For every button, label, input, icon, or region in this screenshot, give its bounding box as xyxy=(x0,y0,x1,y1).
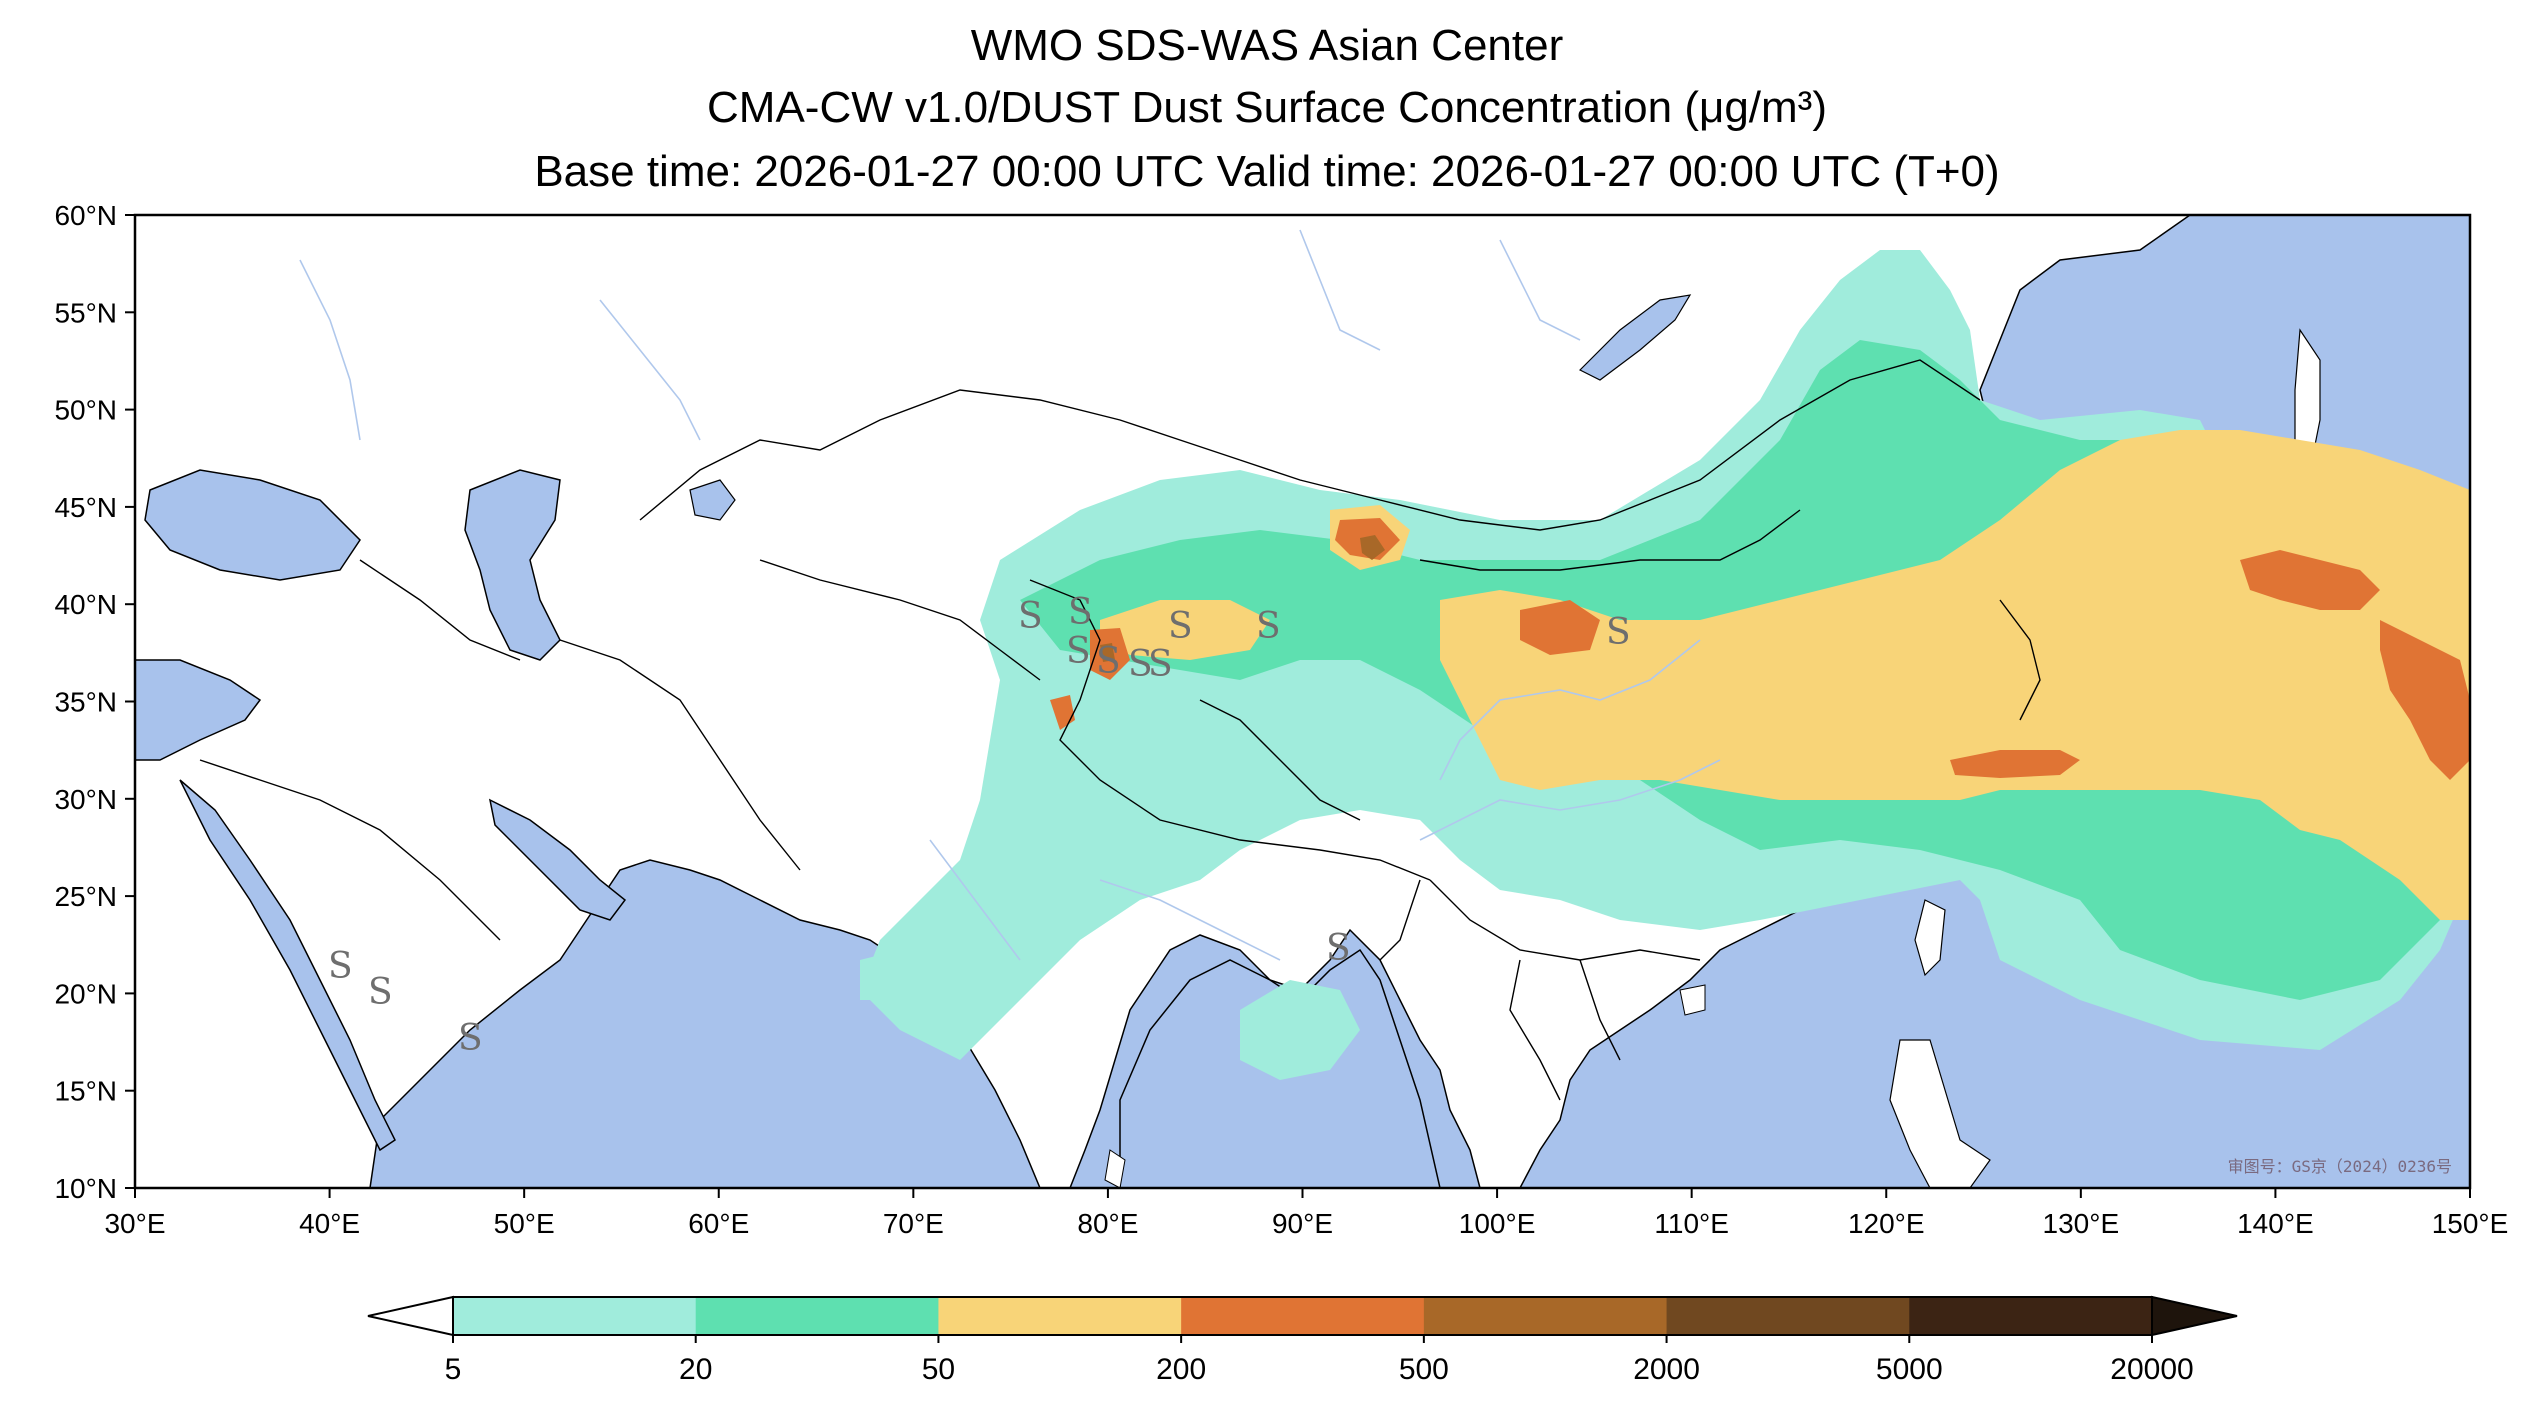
sandstorm-marker: S xyxy=(1326,928,1351,969)
lat-tick-label: 35°N xyxy=(54,687,117,718)
sri-lanka xyxy=(1104,1149,1126,1188)
persian-gulf xyxy=(488,798,627,921)
colorbar-level-label: 50 xyxy=(922,1353,955,1386)
lon-tick-label: 60°E xyxy=(688,1208,749,1239)
colorbar-segment xyxy=(453,1297,697,1335)
dust-level-200-500-ecs xyxy=(1950,750,2080,778)
sandstorm-marker: S xyxy=(368,972,393,1013)
colorbar-segment xyxy=(1181,1297,1425,1335)
dust-level-200-500-pacific xyxy=(2380,620,2470,780)
lon-tick-label: 90°E xyxy=(1272,1208,1333,1239)
colorbar-under-arrow xyxy=(367,1295,454,1337)
sandstorm-marker: S xyxy=(1096,641,1121,682)
colorbar-over-arrow xyxy=(2151,1295,2238,1337)
colorbar-level-label: 5000 xyxy=(1876,1353,1943,1386)
sandstorm-marker: S xyxy=(1068,592,1093,633)
lon-tick-label: 150°E xyxy=(2432,1208,2509,1239)
rivers xyxy=(299,229,1721,961)
longitude-axis: 30°E 40°E 50°E 60°E 70°E 80°E 90°E 100°E 110°E 12… xyxy=(104,1188,2508,1239)
map-subtitle: CMA-CW v1.0/DUST Dust Surface Concentrat… xyxy=(707,83,1827,132)
black-sea xyxy=(144,469,361,581)
country-borders xyxy=(199,359,2041,1101)
lat-tick-label: 50°N xyxy=(54,395,117,426)
lon-tick-label: 30°E xyxy=(104,1208,165,1239)
sandstorm-marker: S xyxy=(458,1018,483,1059)
colorbar-level-label: 20000 xyxy=(2110,1353,2193,1386)
lon-tick-label: 100°E xyxy=(1459,1208,1536,1239)
colorbar-level-label: 500 xyxy=(1399,1353,1449,1386)
colorbar-level-label: 5 xyxy=(445,1353,462,1386)
colorbar-segment xyxy=(938,1297,1182,1335)
lon-tick-label: 140°E xyxy=(2237,1208,2314,1239)
sandstorm-markers: S S S S S S S S S S S S S xyxy=(328,592,1631,1059)
map-panel: S S S S S S S S S S S S S 审图号：GS京（2024）0… xyxy=(135,215,2470,1188)
colorbar-level-label: 20 xyxy=(679,1353,712,1386)
dust-level-5-20-arabian xyxy=(860,950,920,1000)
aral-sea xyxy=(689,479,736,521)
sandstorm-marker: S xyxy=(328,946,353,987)
time-info: Base time: 2026-01-27 00:00 UTC Valid ti… xyxy=(534,147,2000,196)
lon-tick-label: 50°E xyxy=(494,1208,555,1239)
lat-tick-label: 10°N xyxy=(54,1173,117,1204)
dust-level-500-2000-gobi xyxy=(1360,535,1385,560)
sandstorm-marker: S xyxy=(1168,606,1193,647)
lat-tick-label: 15°N xyxy=(54,1076,117,1107)
lat-tick-label: 20°N xyxy=(54,978,117,1009)
dust-level-500-2000-tarim xyxy=(1100,643,1115,662)
dust-level-5-20-bay xyxy=(1240,980,1360,1080)
lon-tick-label: 40°E xyxy=(299,1208,360,1239)
sandstorm-marker: S xyxy=(1128,644,1153,685)
dust-level-200-500-loess xyxy=(1520,600,1600,655)
sandstorm-marker: S xyxy=(1066,631,1091,672)
colorbar-segment xyxy=(1909,1297,2153,1335)
colorbar-segment xyxy=(695,1297,939,1335)
lon-tick-label: 110°E xyxy=(1654,1208,1729,1239)
colorbar-level-label: 200 xyxy=(1156,1353,1206,1386)
lon-tick-label: 130°E xyxy=(2043,1208,2120,1239)
lat-tick-label: 30°N xyxy=(54,784,117,815)
colorbar-segment xyxy=(1423,1297,1668,1335)
lat-tick-label: 60°N xyxy=(54,200,117,231)
lat-tick-label: 45°N xyxy=(54,492,117,523)
dust-concentration-field xyxy=(860,250,2470,1080)
mediterranean xyxy=(135,659,262,761)
latitude-axis: 60°N 55°N 50°N 45°N 40°N 35°N 30°N 25°N 20°N 15°N… xyxy=(54,200,135,1204)
lon-tick-label: 70°E xyxy=(883,1208,944,1239)
map-review-number: 审图号：GS京（2024）0236号 xyxy=(2228,1157,2452,1176)
lat-tick-label: 40°N xyxy=(54,589,117,620)
hainan xyxy=(1679,984,1706,1016)
red-sea xyxy=(179,779,396,1152)
dust-level-200-500-japan xyxy=(2240,550,2380,610)
taiwan xyxy=(1914,899,1946,977)
lat-tick-label: 25°N xyxy=(54,881,117,912)
sandstorm-marker: S xyxy=(1148,644,1173,685)
dust-level-50-200-tarim xyxy=(1100,600,1270,660)
colorbar-frame xyxy=(452,1296,2153,1336)
sandstorm-marker: S xyxy=(1256,606,1281,647)
lon-tick-label: 120°E xyxy=(1848,1208,1925,1239)
colorbar-segment xyxy=(1666,1297,1910,1335)
sandstorm-marker: S xyxy=(1018,596,1043,637)
dust-level-50-200 xyxy=(1440,430,2470,920)
philippines xyxy=(1889,1039,1991,1188)
colorbar-level-label: 2000 xyxy=(1633,1353,1700,1386)
lon-tick-label: 80°E xyxy=(1077,1208,1138,1239)
colorbar: 5 20 50 200 500 2000 5000 20000 xyxy=(367,1295,2238,1386)
lat-tick-label: 55°N xyxy=(54,297,117,328)
sandstorm-marker: S xyxy=(1606,612,1631,653)
map-title: WMO SDS-WAS Asian Center xyxy=(970,21,1564,70)
lake-baikal xyxy=(1578,294,1692,381)
